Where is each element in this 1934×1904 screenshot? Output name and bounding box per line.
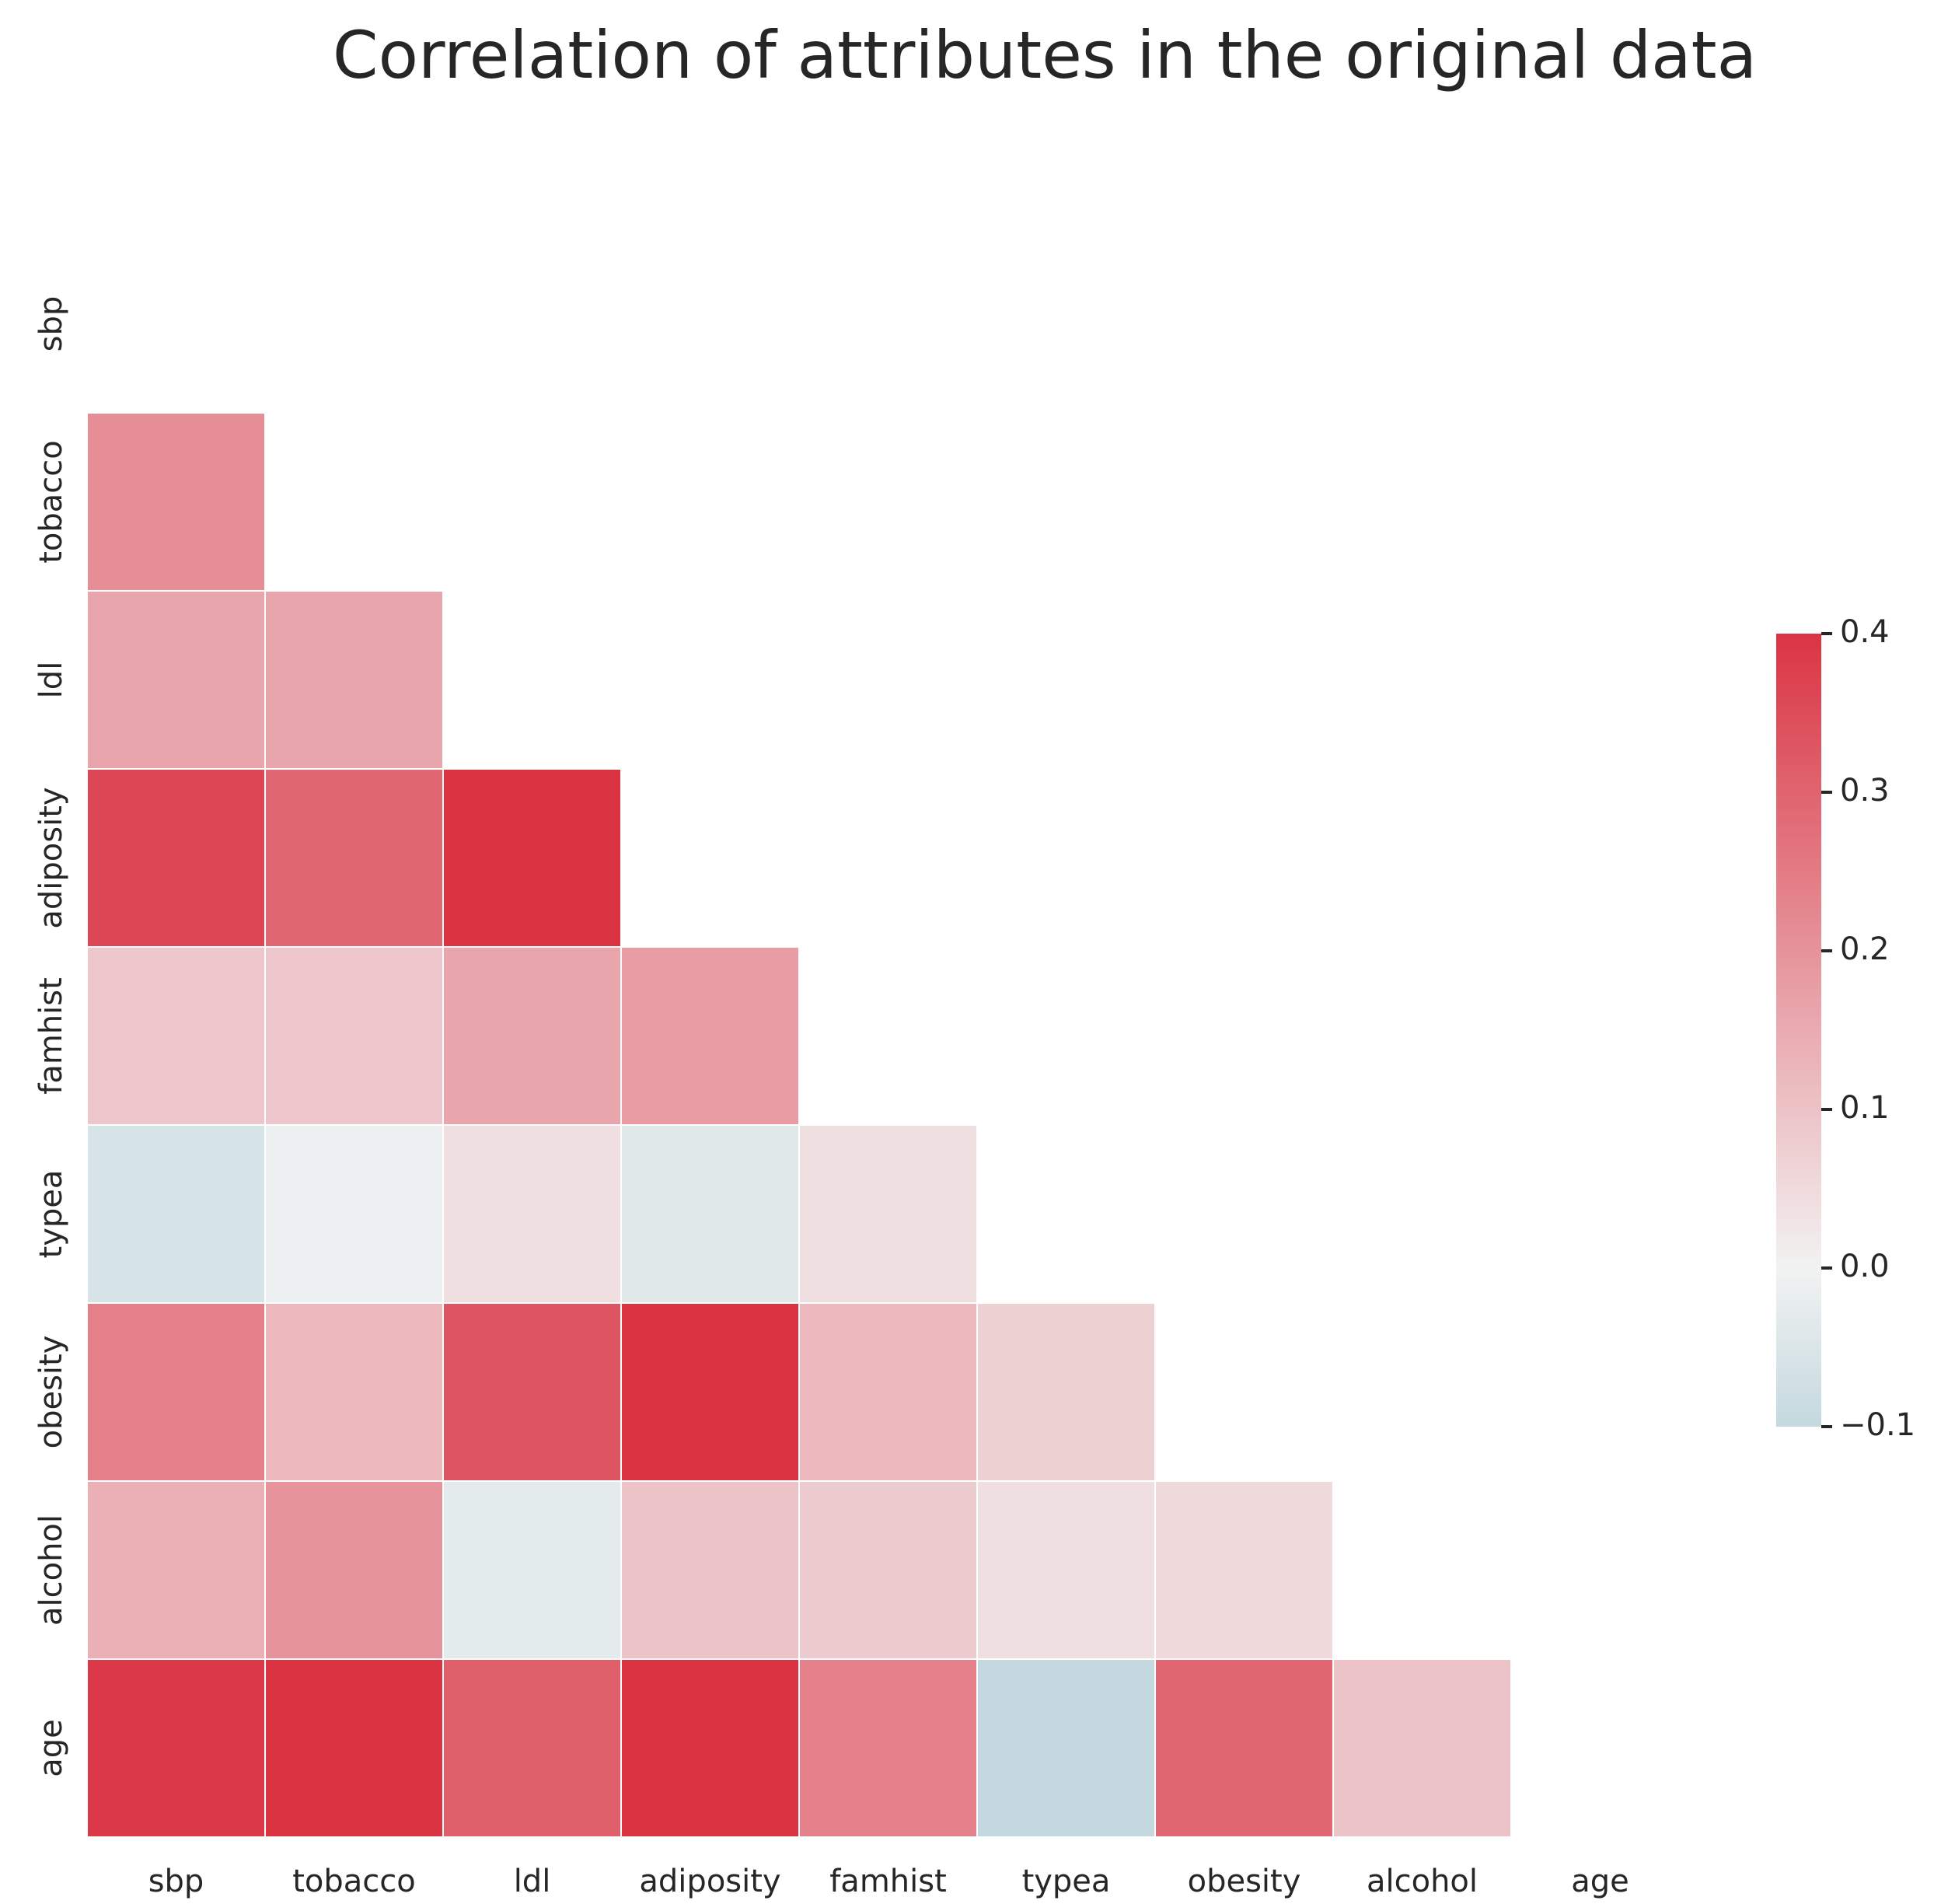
heatmap-cell-obesity-ldl bbox=[442, 1302, 622, 1482]
heatmap-cell-tobacco-sbp bbox=[86, 412, 266, 592]
heatmap-cell-alcohol-typea bbox=[976, 1480, 1156, 1660]
x-tick-label-ldl: ldl bbox=[514, 1864, 551, 1899]
heatmap-cell-age-typea bbox=[976, 1658, 1156, 1838]
x-tick-label-alcohol: alcohol bbox=[1367, 1864, 1478, 1899]
x-tick-label-famhist: famhist bbox=[829, 1864, 947, 1899]
heatmap-cell-age-alcohol bbox=[1332, 1658, 1512, 1838]
heatmap-cell-age-tobacco bbox=[264, 1658, 444, 1838]
x-tick-label-age: age bbox=[1571, 1864, 1629, 1899]
x-tick-label-typea: typea bbox=[1022, 1864, 1111, 1899]
colorbar-tick-label: 0.2 bbox=[1840, 931, 1890, 967]
heatmap-cell-alcohol-famhist bbox=[798, 1480, 978, 1660]
heatmap-cell-typea-famhist bbox=[798, 1124, 978, 1304]
y-tick-label-tobacco: tobacco bbox=[33, 440, 69, 564]
heatmap-cell-adiposity-ldl bbox=[442, 768, 622, 948]
heatmap-cell-ldl-tobacco bbox=[264, 590, 444, 770]
y-tick-label-ldl: ldl bbox=[33, 662, 69, 699]
heatmap-cell-alcohol-adiposity bbox=[620, 1480, 800, 1660]
x-tick-label-adiposity: adiposity bbox=[639, 1864, 780, 1899]
heatmap-cell-obesity-famhist bbox=[798, 1302, 978, 1482]
y-tick-label-typea: typea bbox=[33, 1170, 69, 1259]
heatmap-cell-alcohol-tobacco bbox=[264, 1480, 444, 1660]
y-tick-label-obesity: obesity bbox=[33, 1336, 69, 1449]
heatmap-cell-famhist-sbp bbox=[86, 946, 266, 1126]
colorbar: −0.1 0.0 0.1 0.2 0.3 0.4 bbox=[1776, 614, 1915, 1443]
heatmap-cell-age-obesity bbox=[1154, 1658, 1334, 1838]
colorbar-ticks: −0.1 0.0 0.1 0.2 0.3 0.4 bbox=[1821, 614, 1915, 1443]
colorbar-tick-label: 0.1 bbox=[1840, 1090, 1890, 1126]
heatmap-cell-typea-sbp bbox=[86, 1124, 266, 1304]
heatmap-cell-typea-adiposity bbox=[620, 1124, 800, 1304]
heatmap-cell-alcohol-obesity bbox=[1154, 1480, 1334, 1660]
x-tick-label-sbp: sbp bbox=[148, 1864, 204, 1899]
heatmap-cell-obesity-typea bbox=[976, 1302, 1156, 1482]
heatmap-cell-famhist-adiposity bbox=[620, 946, 800, 1126]
heatmap-cell-famhist-ldl bbox=[442, 946, 622, 1126]
heatmap-cell-age-sbp bbox=[86, 1658, 266, 1838]
chart-title: Correlation of attributes in the origina… bbox=[333, 17, 1757, 93]
y-tick-label-adiposity: adiposity bbox=[33, 787, 69, 928]
colorbar-tick-label: 0.4 bbox=[1840, 614, 1890, 650]
y-tick-labels: sbp tobacco ldl adiposity famhist typea obesit… bbox=[33, 296, 69, 1777]
x-tick-labels: sbp tobacco ldl adiposity famhist typea obesit… bbox=[148, 1864, 1629, 1899]
x-tick-label-obesity: obesity bbox=[1188, 1864, 1301, 1899]
y-tick-label-sbp: sbp bbox=[33, 296, 69, 352]
y-tick-label-alcohol: alcohol bbox=[33, 1514, 69, 1626]
heatmap-cell-typea-tobacco bbox=[264, 1124, 444, 1304]
x-tick-label-tobacco: tobacco bbox=[292, 1864, 416, 1899]
heatmap-cell-obesity-sbp bbox=[86, 1302, 266, 1482]
y-tick-label-famhist: famhist bbox=[33, 977, 69, 1095]
colorbar-tick-label: 0.0 bbox=[1840, 1249, 1890, 1284]
heatmap-cell-famhist-tobacco bbox=[264, 946, 444, 1126]
y-tick-label-age: age bbox=[33, 1719, 69, 1777]
heatmap-cell-adiposity-tobacco bbox=[264, 768, 444, 948]
heatmap-cell-adiposity-sbp bbox=[86, 768, 266, 948]
heatmap-cell-obesity-adiposity bbox=[620, 1302, 800, 1482]
colorbar-tick-label: −0.1 bbox=[1840, 1407, 1915, 1443]
colorbar-tick-label: 0.3 bbox=[1840, 773, 1890, 809]
heatmap-cell-age-ldl bbox=[442, 1658, 622, 1838]
colorbar-gradient bbox=[1776, 634, 1821, 1427]
heatmap-cell-ldl-sbp bbox=[86, 590, 266, 770]
heatmap-cell-age-adiposity bbox=[620, 1658, 800, 1838]
heatmap-cells bbox=[86, 412, 1512, 1838]
heatmap-cell-age-famhist bbox=[798, 1658, 978, 1838]
heatmap-cell-typea-ldl bbox=[442, 1124, 622, 1304]
heatmap-cell-alcohol-sbp bbox=[86, 1480, 266, 1660]
heatmap-cell-obesity-tobacco bbox=[264, 1302, 444, 1482]
heatmap-cell-alcohol-ldl bbox=[442, 1480, 622, 1660]
